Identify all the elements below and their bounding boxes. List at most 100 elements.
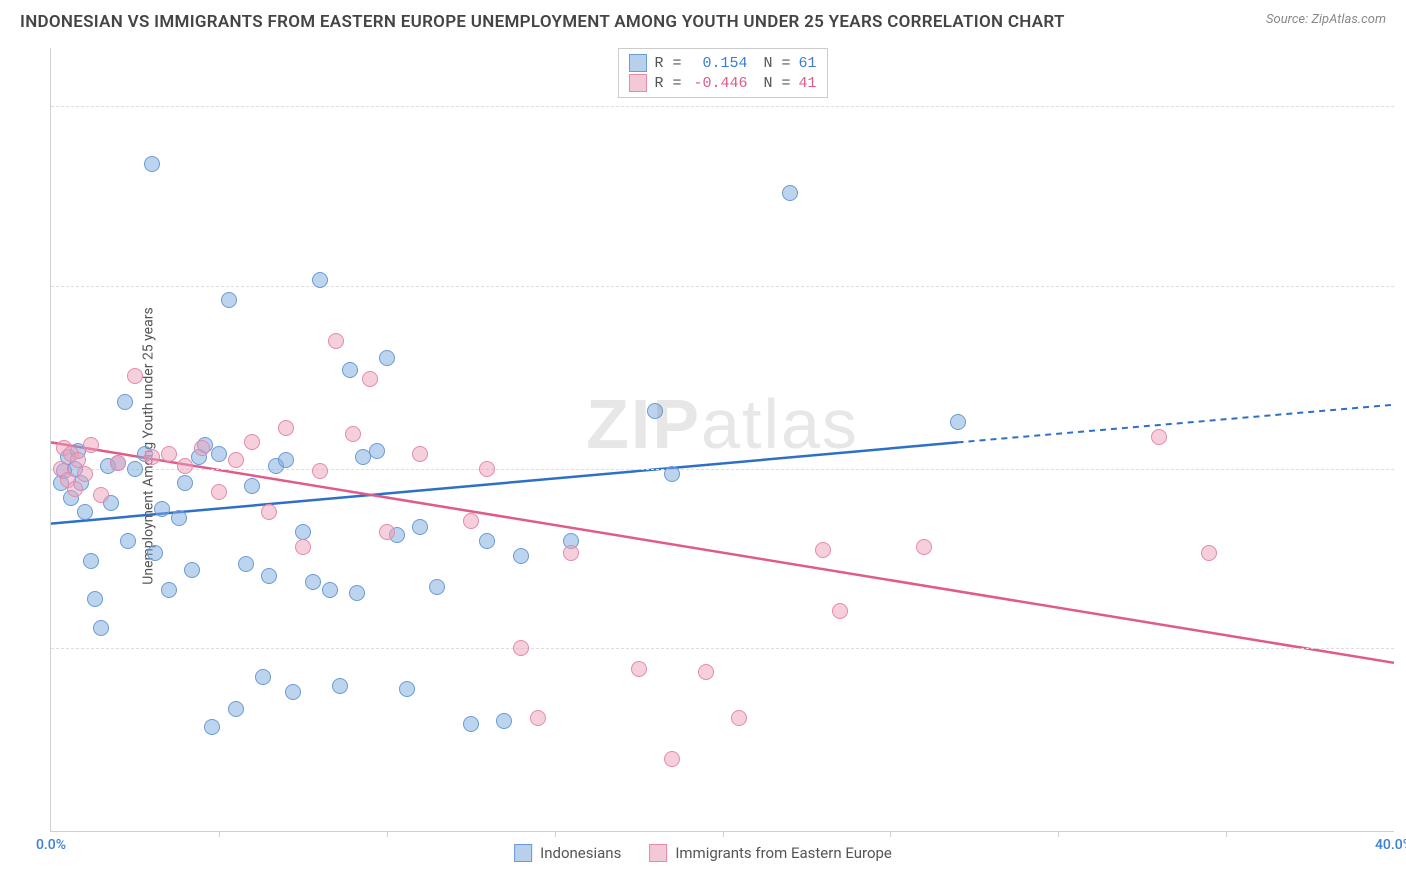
data-point	[815, 542, 831, 558]
data-point	[278, 452, 294, 468]
source-name: ZipAtlas.com	[1311, 12, 1386, 27]
data-point	[211, 446, 227, 462]
source-credit: Source: ZipAtlas.com	[1266, 12, 1386, 27]
data-point	[342, 362, 358, 378]
watermark: ZIPatlas	[586, 384, 859, 464]
n-label: N =	[763, 55, 790, 72]
legend-series-name: Immigrants from Eastern Europe	[675, 844, 892, 862]
data-point	[463, 513, 479, 529]
y-tick-label: 6.3%	[1400, 640, 1406, 656]
data-point	[950, 414, 966, 430]
data-point	[698, 664, 714, 680]
r-value: 0.154	[689, 55, 747, 72]
x-tick-label: 0.0%	[36, 837, 66, 853]
x-tick-mark	[219, 831, 220, 837]
source-label: Source:	[1266, 12, 1311, 27]
series-legend: Indonesians Immigrants from Eastern Europ…	[514, 844, 892, 862]
data-point	[120, 533, 136, 549]
data-point	[513, 548, 529, 564]
trend-line	[51, 442, 1394, 662]
data-point	[244, 478, 260, 494]
data-point	[832, 603, 848, 619]
data-point	[664, 751, 680, 767]
data-point	[244, 434, 260, 450]
watermark-bold: ZIP	[586, 385, 701, 463]
data-point	[194, 440, 210, 456]
x-tick-mark	[1226, 831, 1227, 837]
data-point	[238, 556, 254, 572]
data-point	[127, 368, 143, 384]
data-point	[1201, 545, 1217, 561]
data-point	[177, 475, 193, 491]
data-point	[93, 487, 109, 503]
data-point	[631, 661, 647, 677]
data-point	[328, 333, 344, 349]
gridline	[51, 469, 1394, 470]
r-label: R =	[654, 55, 681, 72]
n-value: 61	[799, 55, 817, 72]
chart-title: INDONESIAN VS IMMIGRANTS FROM EASTERN EU…	[20, 12, 1065, 32]
legend-series-name: Indonesians	[540, 844, 621, 862]
n-value: 41	[799, 75, 817, 92]
data-point	[221, 292, 237, 308]
data-point	[322, 582, 338, 598]
correlation-legend: R =0.154N =61R =-0.446N =41	[617, 48, 827, 98]
data-point	[77, 504, 93, 520]
legend-row: R = 0.154 N = 61	[628, 53, 816, 73]
data-point	[345, 426, 361, 442]
r-label: R =	[654, 75, 681, 92]
data-point	[312, 463, 328, 479]
x-tick-mark	[723, 831, 724, 837]
data-point	[261, 504, 277, 520]
data-point	[255, 669, 271, 685]
data-point	[127, 461, 143, 477]
data-point	[161, 446, 177, 462]
data-point	[731, 710, 747, 726]
data-point	[496, 713, 512, 729]
x-tick-mark	[890, 831, 891, 837]
data-point	[77, 466, 93, 482]
data-point	[177, 458, 193, 474]
data-point	[429, 579, 445, 595]
data-point	[147, 545, 163, 561]
legend-swatch	[628, 54, 646, 72]
data-point	[369, 443, 385, 459]
y-tick-label: 12.5%	[1400, 461, 1406, 477]
data-point	[161, 582, 177, 598]
data-point	[412, 446, 428, 462]
scatter-chart: ZIPatlas R =0.154N =61R =-0.446N =41 6.3…	[50, 48, 1394, 832]
r-value: -0.446	[689, 75, 747, 92]
legend-swatch	[628, 74, 646, 92]
data-point	[563, 545, 579, 561]
data-point	[305, 574, 321, 590]
data-point	[362, 371, 378, 387]
data-point	[285, 684, 301, 700]
data-point	[463, 716, 479, 732]
data-point	[110, 455, 126, 471]
data-point	[332, 678, 348, 694]
data-point	[204, 719, 220, 735]
data-point	[261, 568, 277, 584]
legend-swatch	[649, 844, 667, 862]
data-point	[117, 394, 133, 410]
data-point	[83, 553, 99, 569]
data-point	[664, 466, 680, 482]
data-point	[379, 350, 395, 366]
data-point	[479, 533, 495, 549]
x-tick-mark	[555, 831, 556, 837]
data-point	[93, 620, 109, 636]
data-point	[479, 461, 495, 477]
x-tick-mark	[1058, 831, 1059, 837]
data-point	[184, 562, 200, 578]
data-point	[647, 403, 663, 419]
x-tick-label: 40.0%	[1375, 837, 1406, 853]
legend-item: Immigrants from Eastern Europe	[649, 844, 892, 862]
data-point	[412, 519, 428, 535]
data-point	[154, 501, 170, 517]
trend-line-extrapolated	[958, 405, 1394, 443]
data-point	[295, 539, 311, 555]
data-point	[278, 420, 294, 436]
legend-swatch	[514, 844, 532, 862]
gridline	[51, 648, 1394, 649]
data-point	[530, 710, 546, 726]
